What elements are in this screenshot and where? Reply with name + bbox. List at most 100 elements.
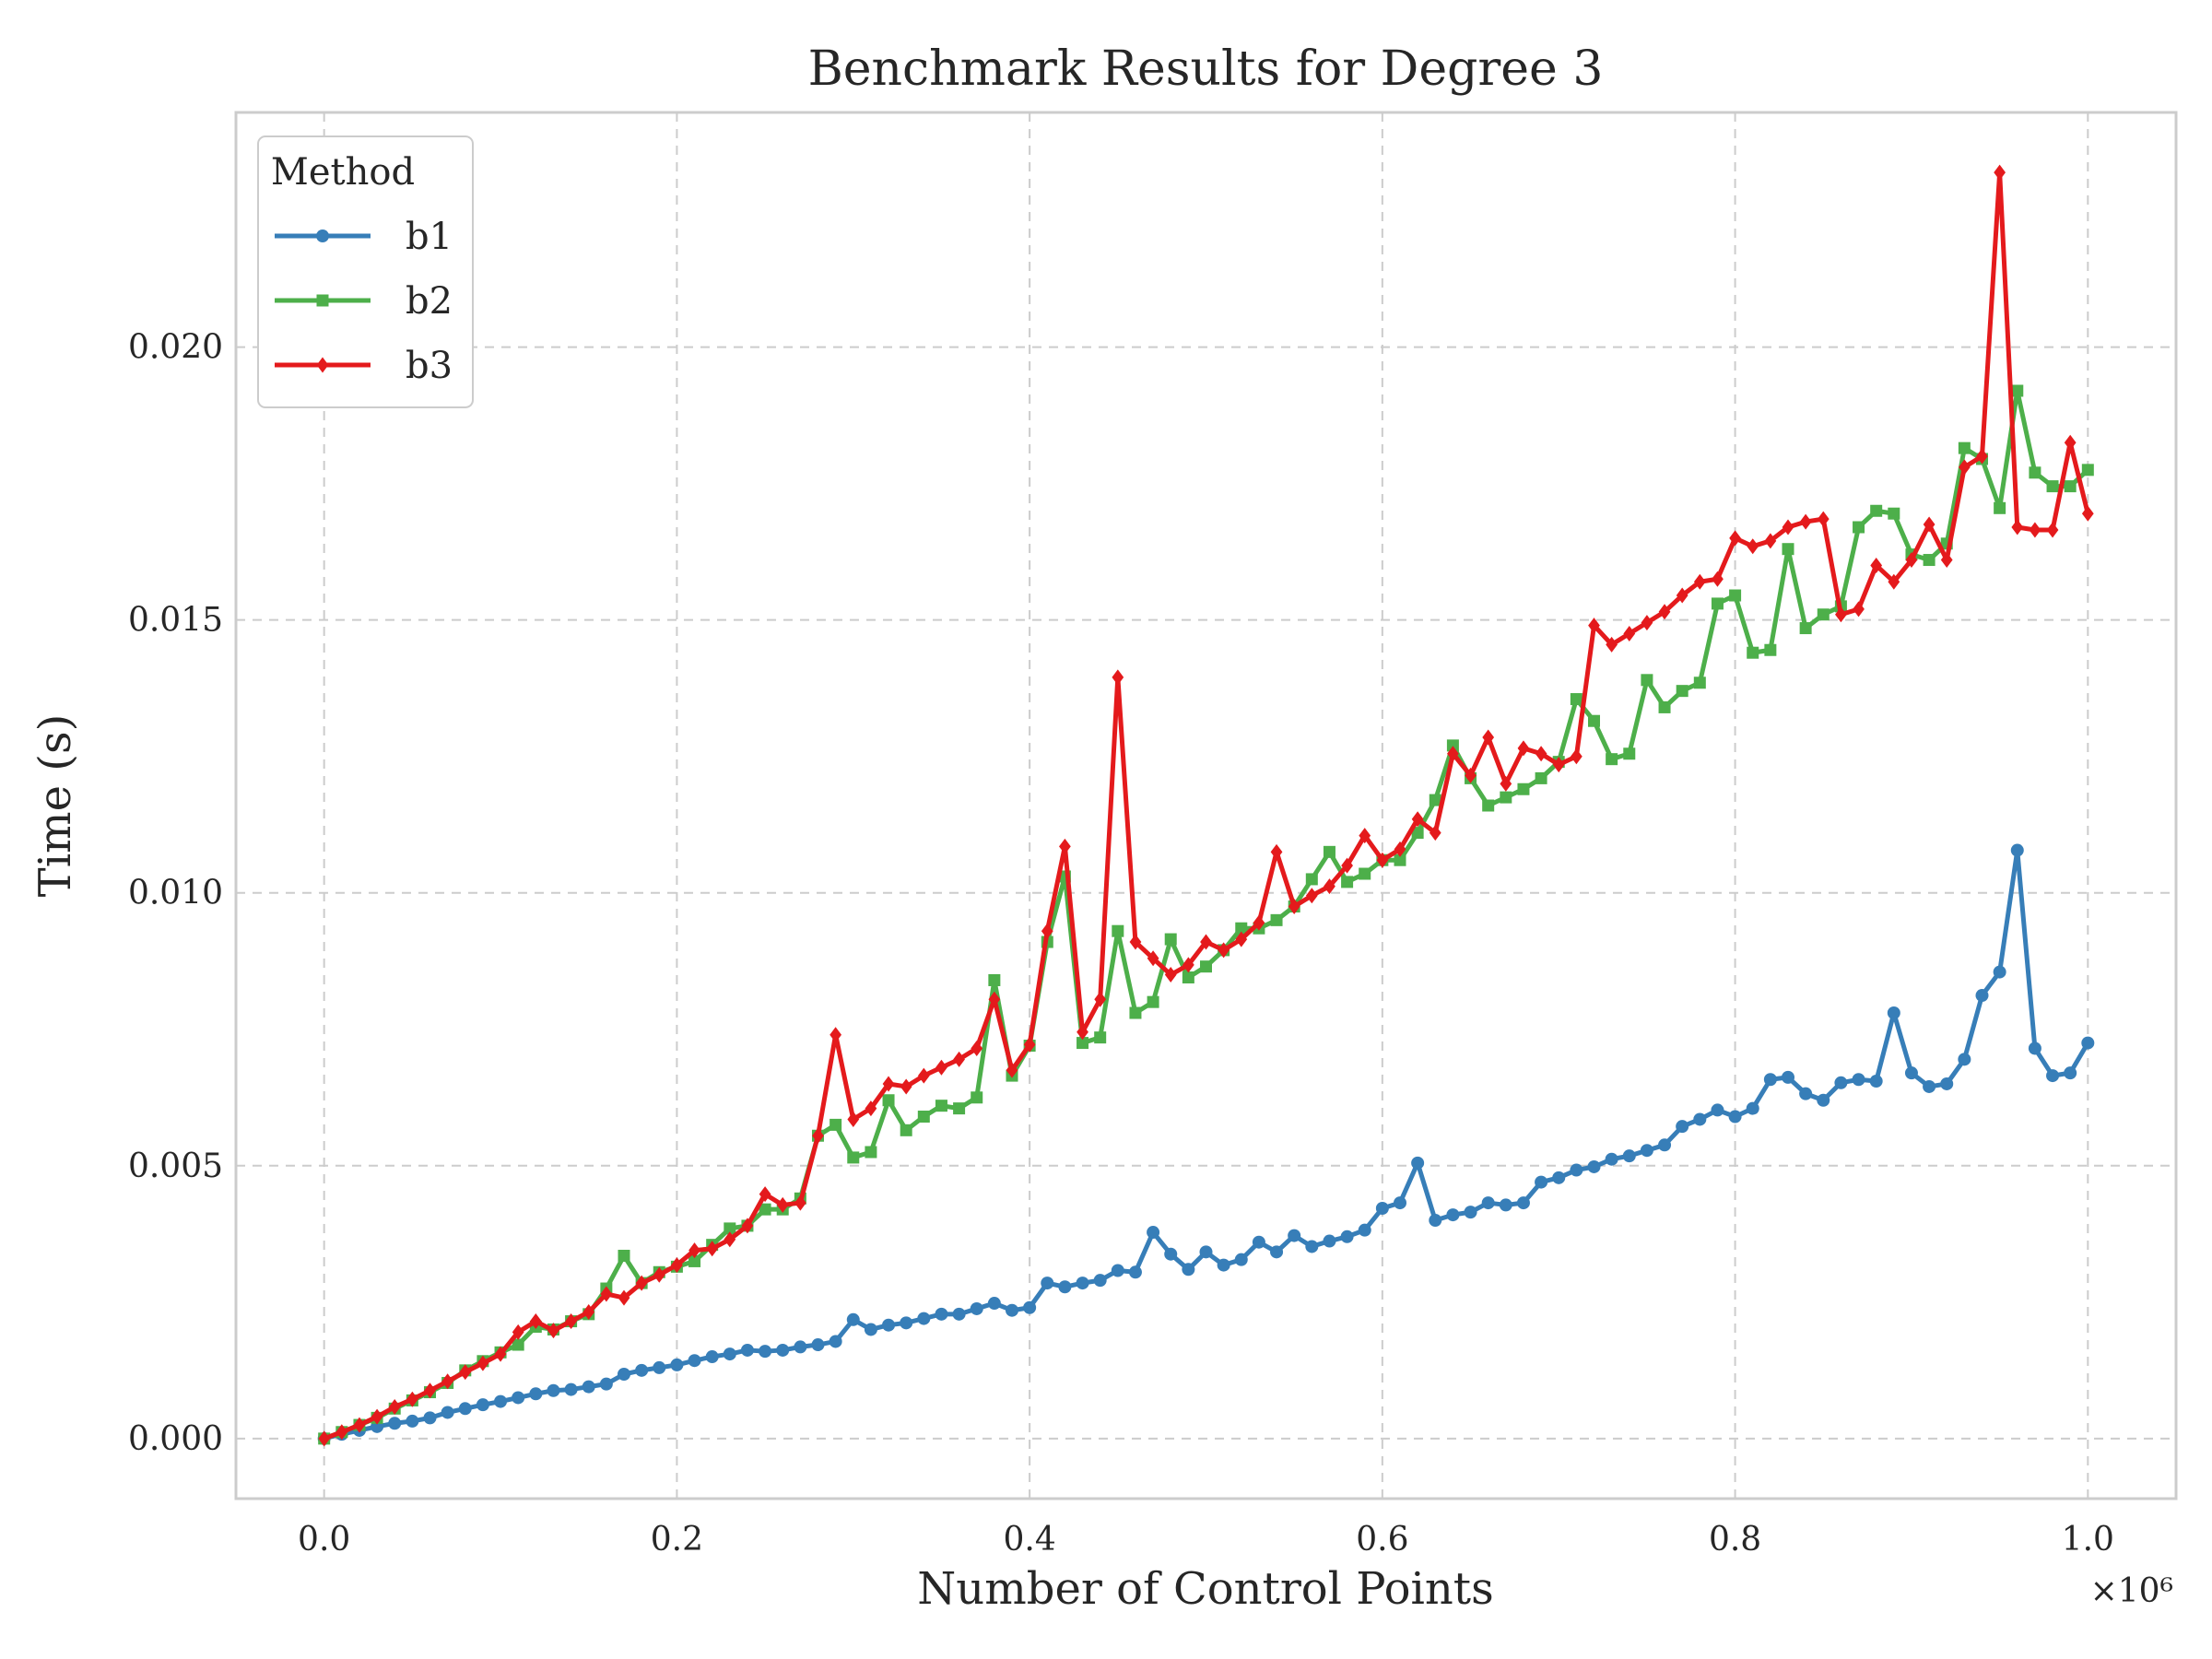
data-point-b2 [1994,501,2006,514]
data-point-b1 [1394,1196,1406,1210]
data-point-b3 [1676,587,1688,604]
data-point-b3 [1324,878,1335,895]
legend-title: Method [271,151,415,194]
data-point-b3 [1164,967,1177,983]
data-point-b3 [776,1196,789,1213]
data-point-b3 [1023,1036,1036,1053]
data-point-b2 [1182,971,1194,984]
data-point-b1 [1076,1277,1089,1290]
data-point-b1 [1958,1053,1971,1066]
data-point-b3 [1218,942,1230,959]
data-point-b1 [1817,1093,1830,1107]
data-point-b2 [935,1100,947,1112]
data-point-b1 [970,1301,983,1315]
data-point-b3 [1588,618,1600,634]
plot-frame [234,111,2178,1500]
data-point-b2 [1147,995,1159,1008]
data-point-b1 [1323,1234,1336,1248]
data-point-b2 [1799,622,1812,635]
data-point-b3 [2064,434,2077,451]
data-point-b1 [423,1411,437,1425]
data-point-b3 [2046,522,2059,538]
data-point-b1 [688,1354,701,1368]
data-point-b3 [1447,746,1459,762]
data-point-b3 [1253,914,1265,931]
legend-item-b3: b3 [275,345,453,387]
data-point-b1 [864,1323,877,1336]
y-axis-label: Time (s) [29,714,81,898]
data-point-b3 [671,1257,683,1274]
legend-marker-b1 [316,229,329,242]
data-point-b2 [1676,685,1688,698]
data-point-b2 [830,1118,842,1131]
data-point-b1 [723,1347,736,1361]
data-point-b1 [1270,1245,1284,1259]
data-point-b1 [1411,1156,1425,1170]
data-point-b1 [1499,1198,1512,1212]
data-point-b2 [512,1338,524,1351]
data-point-b3 [1729,530,1741,547]
data-point-b1 [705,1350,719,1364]
data-point-b1 [1869,1075,1883,1088]
data-point-b3 [1923,516,1936,533]
x-tick-label: 0.6 [1356,1521,1408,1559]
data-point-b1 [1358,1223,1371,1237]
data-point-b3 [1535,746,1547,762]
data-point-b1 [1093,1274,1107,1288]
data-point-b2 [1923,554,1936,567]
series-group [317,164,2095,1447]
data-point-b1 [935,1307,948,1321]
data-point-b1 [740,1343,754,1357]
data-point-b3 [1077,1024,1088,1041]
data-point-b1 [987,1297,1001,1311]
data-point-b1 [1305,1240,1319,1253]
data-point-b3 [1747,538,1759,555]
data-point-b2 [1305,873,1318,886]
data-point-b3 [1112,669,1124,686]
data-point-b2 [1853,521,1865,534]
data-point-b3 [953,1051,965,1067]
data-point-b1 [1516,1196,1530,1210]
data-point-b2 [917,1111,930,1124]
legend-item-b1: b1 [275,216,453,258]
data-point-b1 [1552,1171,1566,1184]
data-point-b2 [900,1124,912,1136]
data-point-b1 [1111,1264,1124,1277]
data-point-b2 [759,1203,771,1216]
data-point-b1 [458,1402,472,1416]
data-point-b1 [388,1417,402,1430]
data-point-b2 [1782,543,1794,556]
data-point-b3 [812,1127,824,1144]
data-point-b2 [1129,1006,1142,1019]
y-tick-label: 0.015 [128,602,223,640]
y-tick-label: 0.020 [128,329,223,367]
data-point-b1 [529,1387,543,1401]
data-point-b3 [441,1373,454,1390]
data-point-b2 [1270,913,1283,926]
data-point-b3 [424,1382,436,1399]
data-point-b2 [1817,608,1830,621]
data-point-b1 [1199,1245,1213,1259]
data-point-b1 [670,1358,684,1371]
data-point-b1 [1288,1229,1301,1242]
data-point-b3 [477,1355,489,1371]
data-point-b2 [1588,714,1600,727]
data-point-b3 [1305,888,1318,904]
data-point-b3 [794,1194,806,1211]
data-point-b1 [1782,1070,1794,1084]
data-point-b3 [1905,552,1918,569]
legend-label-b3: b3 [406,345,453,387]
data-point-b2 [1394,853,1406,866]
data-point-b3 [1465,767,1477,783]
data-point-b1 [1481,1196,1495,1210]
data-point-b1 [2064,1066,2077,1080]
data-point-b3 [971,1040,983,1056]
data-point-b1 [1429,1214,1442,1228]
data-point-b2 [1888,507,1900,520]
data-point-b3 [1570,748,1583,765]
data-point-b1 [829,1335,842,1348]
data-point-b1 [776,1343,790,1357]
data-point-b1 [1923,1079,1936,1093]
data-point-b3 [865,1100,877,1117]
